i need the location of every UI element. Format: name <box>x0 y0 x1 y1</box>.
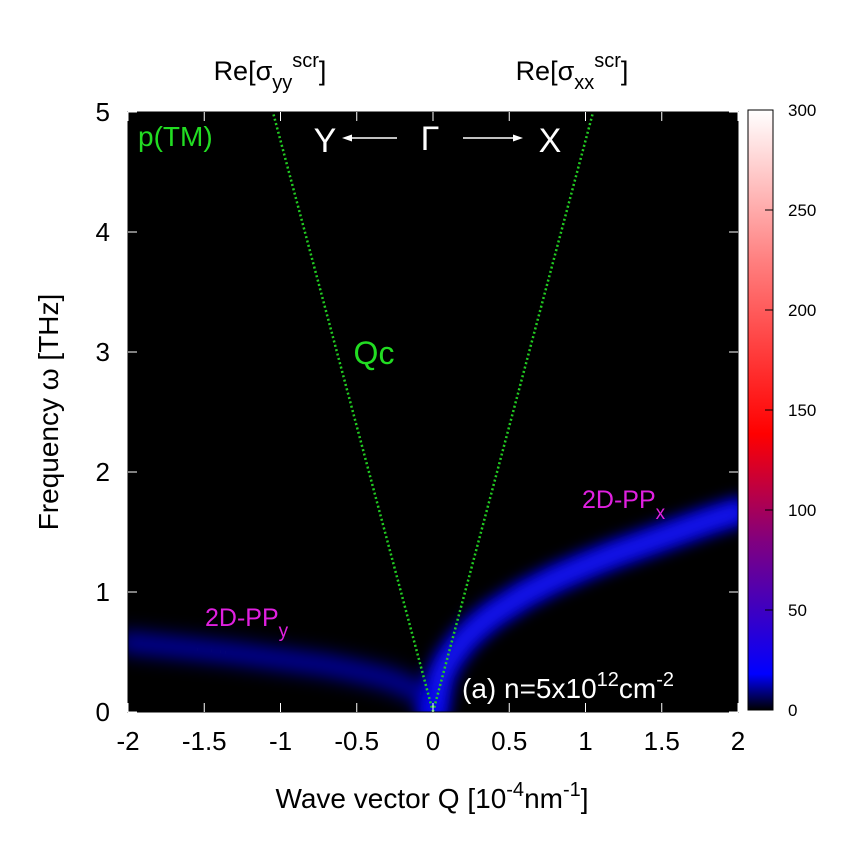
x-tick-label: 1 <box>578 726 592 756</box>
cone-label: Qc <box>354 335 395 371</box>
colorbar-tick-label: 100 <box>788 501 816 520</box>
colorbar-tick-label: 300 <box>788 101 816 120</box>
x-tick-label: -2 <box>116 726 139 756</box>
y-tick-label: 5 <box>96 97 110 127</box>
colorbar-tick-label: 250 <box>788 201 816 220</box>
y-tick-label: 4 <box>96 217 110 247</box>
branch-y-label: 2D-PPy <box>205 604 289 642</box>
path-x-label: X <box>539 122 562 160</box>
y-tick-label: 3 <box>96 337 110 367</box>
x-axis-ticks: -2 -1.5 -1 -0.5 0 0.5 1 1.5 2 <box>116 112 745 756</box>
y-tick-label: 0 <box>96 697 110 727</box>
mode-label: p(TM) <box>138 121 213 152</box>
y-axis-label: Frequency ω [THz] <box>33 294 64 531</box>
colorbar-tick-label: 150 <box>788 401 816 420</box>
density-label: (a) n=5x1012cm-2 <box>462 669 674 704</box>
x-tick-label: 1.5 <box>644 726 680 756</box>
path-y-label: Y <box>314 122 337 160</box>
path-gamma-label: Γ <box>421 120 440 158</box>
y-tick-label: 2 <box>96 457 110 487</box>
x-axis-label: Wave vector Q [10-4nm-1] <box>275 779 588 814</box>
x-tick-label: 2 <box>731 726 745 756</box>
series-2D-PP_y-core <box>128 640 435 712</box>
plot-area <box>128 112 738 712</box>
colorbar-tick-label: 50 <box>788 601 807 620</box>
title-right: Re[σxxscr] <box>516 50 629 94</box>
branch-x-label: 2D-PPx <box>582 486 666 524</box>
x-tick-label: -0.5 <box>334 726 379 756</box>
colorbar-tick-label: 200 <box>788 301 816 320</box>
x-tick-label: -1 <box>269 726 292 756</box>
x-tick-label: 0.5 <box>491 726 527 756</box>
arrow-to-x <box>463 134 523 142</box>
arrow-to-y <box>342 134 397 142</box>
y-axis-ticks: 0 1 2 3 4 5 <box>96 97 738 727</box>
colorbar-tick-label: 0 <box>788 701 797 720</box>
title-left: Re[σyyscr] <box>214 50 327 94</box>
x-tick-label: -1.5 <box>182 726 227 756</box>
plasmon-bands <box>128 496 738 712</box>
colorbar-ticks: 0 50 100 150 200 250 300 <box>765 101 816 720</box>
x-tick-label: 0 <box>426 726 440 756</box>
series-2D-PP_x-core <box>430 508 738 712</box>
y-tick-label: 1 <box>96 577 110 607</box>
